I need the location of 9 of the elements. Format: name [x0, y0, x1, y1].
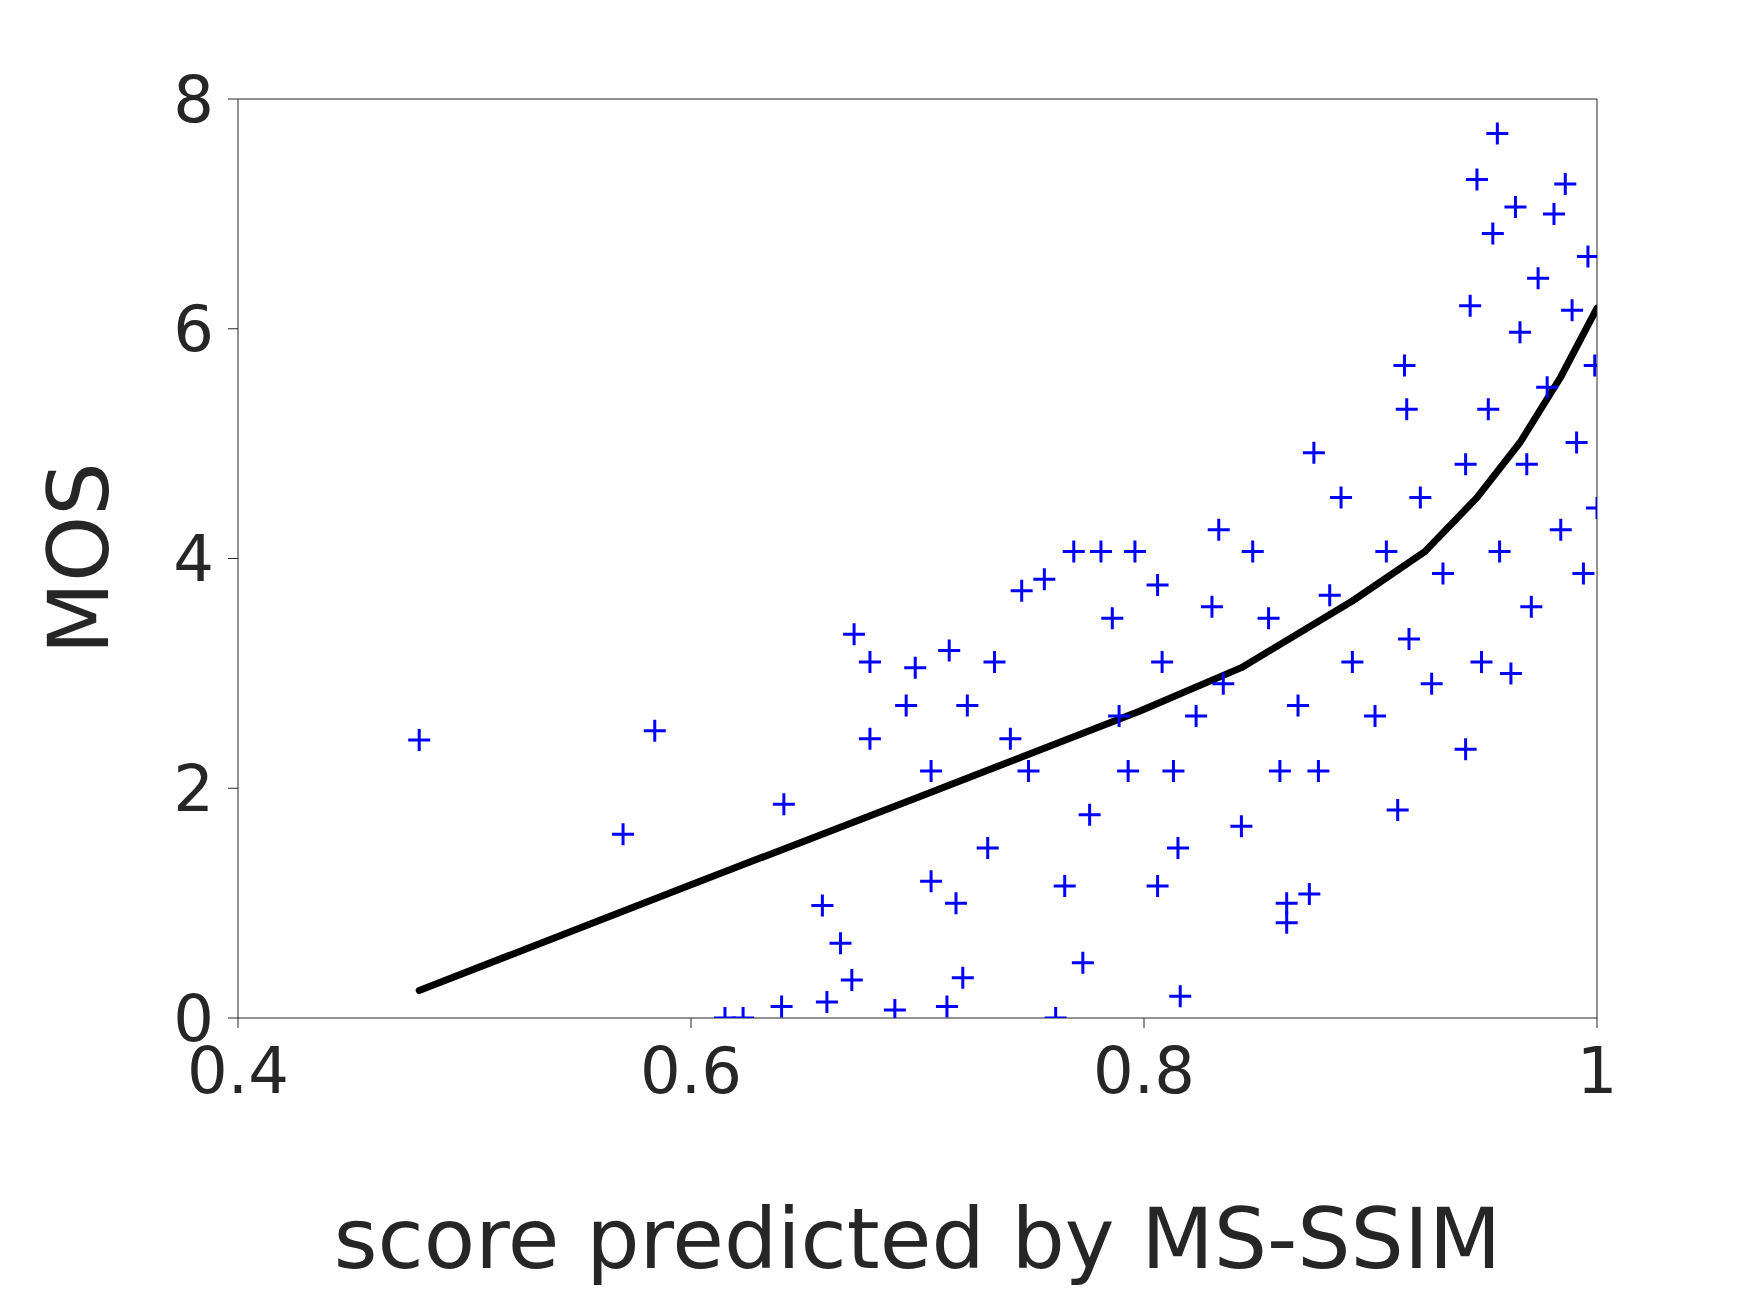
x-tick-label: 0.6 — [640, 1034, 742, 1109]
y-tick-label: 4 — [173, 522, 214, 597]
y-axis-title: MOS — [29, 462, 128, 655]
y-tick-label: 8 — [173, 62, 214, 137]
x-tick-label: 0.8 — [1093, 1034, 1195, 1109]
x-tick-label: 1 — [1576, 1034, 1618, 1109]
y-tick-label: 2 — [173, 751, 214, 826]
y-tick-label: 6 — [173, 292, 214, 367]
x-axis-title: score predicted by MS-SSIM — [333, 1190, 1502, 1288]
